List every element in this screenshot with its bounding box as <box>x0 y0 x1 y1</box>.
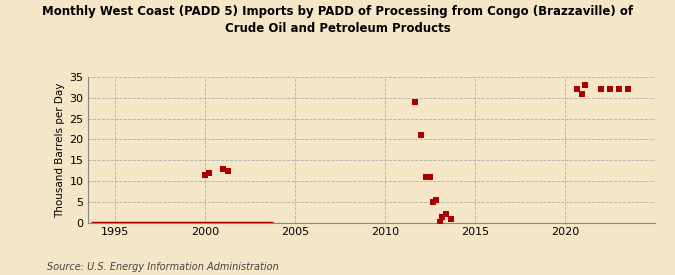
Point <box>441 212 452 217</box>
Point <box>580 83 591 87</box>
Text: Source: U.S. Energy Information Administration: Source: U.S. Energy Information Administ… <box>47 262 279 272</box>
Point <box>425 175 435 179</box>
Point <box>415 133 426 138</box>
Point <box>614 87 624 92</box>
Point <box>622 87 633 92</box>
Point <box>410 100 421 104</box>
Point <box>204 170 215 175</box>
Point <box>595 87 606 92</box>
Text: Monthly West Coast (PADD 5) Imports by PADD of Processing from Congo (Brazzavill: Monthly West Coast (PADD 5) Imports by P… <box>42 6 633 35</box>
Point <box>437 214 448 219</box>
Point <box>421 175 431 179</box>
Point <box>223 169 234 173</box>
Y-axis label: Thousand Barrels per Day: Thousand Barrels per Day <box>55 82 65 218</box>
Point <box>431 198 441 202</box>
Point <box>199 173 210 177</box>
Point <box>604 87 615 92</box>
Point <box>428 200 439 204</box>
Point <box>572 87 583 92</box>
Point <box>434 220 445 224</box>
Point <box>446 216 457 221</box>
Point <box>576 92 587 96</box>
Point <box>217 166 228 171</box>
